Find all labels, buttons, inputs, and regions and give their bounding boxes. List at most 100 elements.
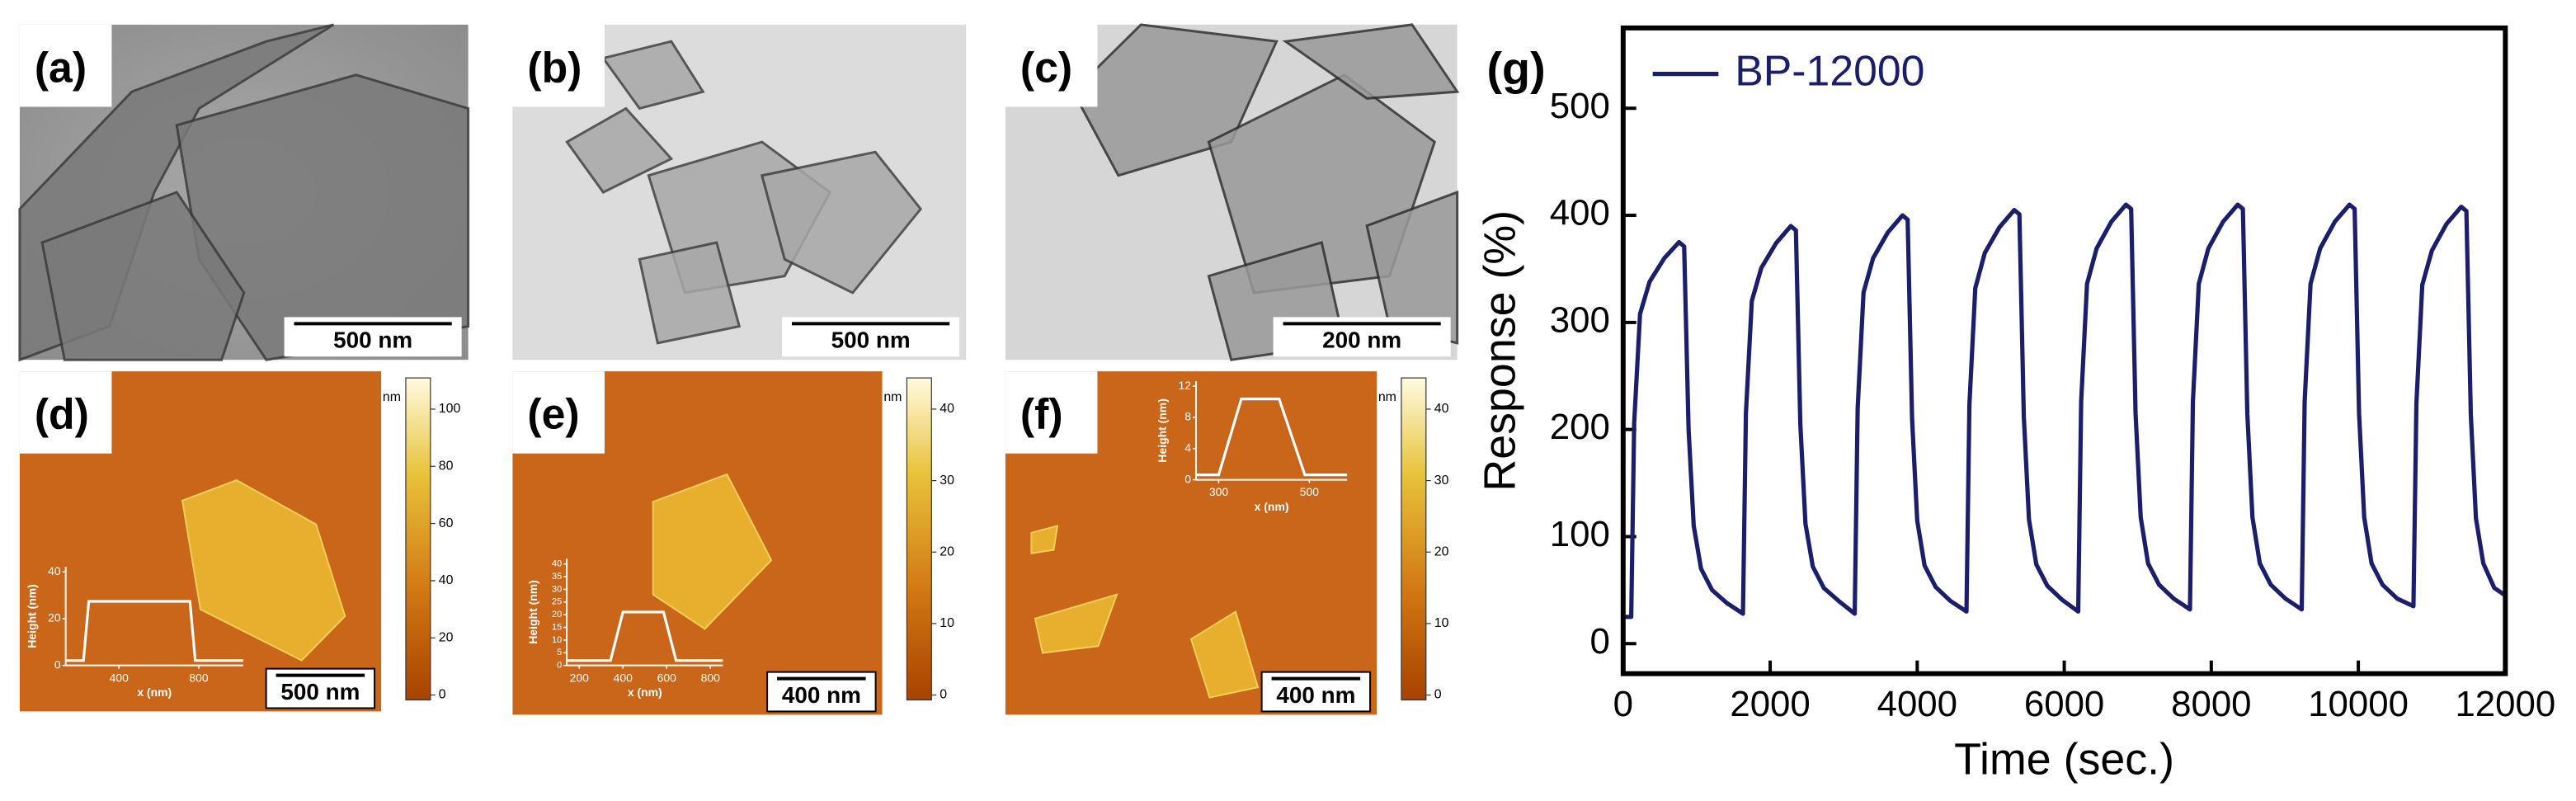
inset-profile <box>65 600 243 662</box>
inset-tick-label: 40 <box>552 559 562 569</box>
scale-bar-label: 400 nm <box>782 682 861 708</box>
panel-label: (g) <box>1486 43 1545 94</box>
inset-tick-label: 400 <box>110 671 130 684</box>
flake <box>1030 525 1059 554</box>
inset-tick-label: 12 <box>1178 379 1191 392</box>
colorbar-tick-label: 0 <box>940 688 947 702</box>
inset-tick-label: 30 <box>552 584 562 594</box>
colorbar-tick-label: 10 <box>1434 616 1449 630</box>
inset-tick-label: 800 <box>701 671 721 684</box>
x-tick-label: 12000 <box>2455 684 2555 724</box>
plot-frame <box>1620 25 2508 676</box>
label-box <box>1005 24 1098 107</box>
inset-tick-label: 4 <box>1184 441 1191 454</box>
y-tick-label: 400 <box>1550 193 1610 233</box>
flake <box>1189 610 1260 699</box>
inset-tick-label: 15 <box>552 622 562 632</box>
inset-tick-label: 600 <box>657 671 677 684</box>
inset-tick-label: 0 <box>54 657 61 671</box>
x-tick-label: 8000 <box>2171 684 2251 724</box>
colorbar-tick-label: 20 <box>940 544 954 558</box>
colorbar-tick-label: 0 <box>1434 688 1442 702</box>
x-tick-label: 2000 <box>1730 684 1810 724</box>
flake <box>565 106 674 194</box>
y-tick-label: 100 <box>1550 514 1610 554</box>
flake <box>638 241 742 345</box>
inset-x-label: x (nm) <box>137 686 172 699</box>
inset-x-label: x (nm) <box>628 686 662 699</box>
inset-tick-label: 800 <box>189 671 209 684</box>
flake <box>1034 593 1118 654</box>
scale-bar-label: 500 nm <box>333 327 412 353</box>
scale-bar-label: 500 nm <box>831 327 911 353</box>
inset-y-label: Height (nm) <box>26 584 39 648</box>
panel-label: (c) <box>1020 43 1072 91</box>
colorbar-tick-label: 40 <box>1434 402 1449 416</box>
inset-y-label: Height (nm) <box>526 580 539 643</box>
colorbar <box>1401 377 1427 701</box>
colorbar <box>906 377 932 701</box>
x-tick-label: 10000 <box>2308 684 2409 724</box>
inset-tick-label: 5 <box>557 648 562 657</box>
label-box <box>1005 371 1098 454</box>
flake <box>1365 190 1459 345</box>
x-tick-label: 6000 <box>2024 684 2104 724</box>
colorbar <box>405 377 431 701</box>
colorbar-unit: nm <box>383 390 401 404</box>
inset-tick-label: 8 <box>1184 410 1191 423</box>
inset-tick-label: 300 <box>1209 485 1229 498</box>
flake <box>40 191 246 361</box>
inset-tick-label: 25 <box>552 597 562 607</box>
scale-bar-label: 200 nm <box>1322 327 1401 353</box>
inset-tick-label: 400 <box>614 671 633 684</box>
panel-label: (e) <box>527 390 579 438</box>
panel: nm 0 20 40 60 80 100 0 20 40 400 800 x (nm) Height (n… <box>19 371 460 712</box>
colorbar-unit: nm <box>1378 390 1396 404</box>
inset-tick-label: 20 <box>48 611 61 624</box>
inset-tick-label: 0 <box>557 661 562 671</box>
label-box <box>19 24 112 107</box>
colorbar-tick-label: 10 <box>940 616 954 630</box>
colorbar-tick-label: 0 <box>439 688 446 702</box>
y-tick-label: 300 <box>1550 299 1610 340</box>
scale-bar-label: 500 nm <box>280 679 360 704</box>
x-axis-label: Time (sec.) <box>1954 734 2174 784</box>
inset-tick-label: 40 <box>48 564 61 577</box>
inset-tick-label: 35 <box>552 572 562 582</box>
flake <box>652 473 773 630</box>
y-tick-label: 0 <box>1590 621 1610 662</box>
label-box <box>19 371 112 454</box>
inset-x-label: x (nm) <box>1255 500 1289 513</box>
x-tick-label: 0 <box>1613 684 1633 724</box>
label-box <box>512 371 605 454</box>
scale-bar-label: 400 nm <box>1276 682 1355 708</box>
panel-label: (b) <box>527 43 582 91</box>
x-tick-label: 4000 <box>1877 684 1957 724</box>
flake <box>181 478 346 662</box>
inset-profile <box>567 610 723 662</box>
y-tick-label: 200 <box>1550 407 1610 447</box>
label-box <box>512 24 605 107</box>
colorbar-tick-label: 60 <box>439 516 454 530</box>
colorbar-tick-label: 40 <box>940 402 954 416</box>
y-axis-label: Response (%) <box>1476 210 1525 492</box>
panel: (c) 200 nm <box>1005 23 1460 361</box>
colorbar-tick-label: 20 <box>439 630 454 644</box>
panel-label: (f) <box>1020 390 1063 438</box>
inset-tick-label: 0 <box>1184 472 1191 485</box>
inset-profile <box>1195 398 1348 477</box>
flake <box>760 150 923 294</box>
legend-label: BP-12000 <box>1735 46 1924 94</box>
colorbar-tick-label: 20 <box>1434 544 1449 558</box>
inset-tick-label: 20 <box>552 610 562 620</box>
panel: (a) 500 nm <box>18 23 470 362</box>
flake <box>1282 23 1460 100</box>
inset-y-label: Height (nm) <box>1156 398 1169 462</box>
colorbar-tick-label: 30 <box>1434 474 1449 488</box>
colorbar-tick-label: 80 <box>439 459 454 473</box>
panel: (b) 500 nm <box>512 24 967 360</box>
y-tick-label: 500 <box>1550 86 1610 126</box>
